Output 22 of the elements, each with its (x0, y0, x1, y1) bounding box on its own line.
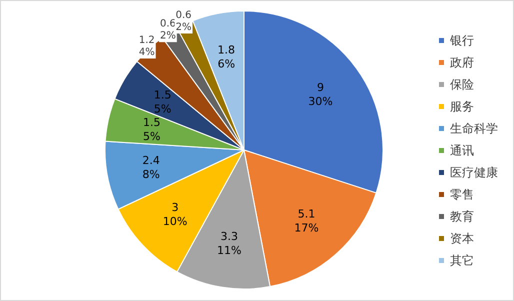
legend-label: 教育 (450, 210, 474, 224)
data-label: 3.3 11% (216, 230, 242, 257)
data-label: 1.8 6% (218, 44, 236, 71)
data-label: 2.4 8% (142, 154, 160, 182)
legend-label: 医疗健康 (450, 166, 498, 180)
legend-label: 保险 (450, 78, 474, 92)
legend-label: 生命科学 (450, 122, 498, 136)
data-label: 1.2 4% (138, 34, 155, 58)
data-label: 1.5 5% (154, 88, 172, 116)
data-label: 1.5 5% (143, 116, 161, 143)
legend-label: 资本 (450, 232, 474, 246)
data-label: 3 10% (162, 201, 188, 228)
data-label: 0.6 2% (160, 18, 176, 42)
legend-label: 其它 (450, 254, 474, 268)
legend-label: 政府 (450, 56, 474, 70)
data-label: 9 30% (308, 80, 333, 108)
legend-label: 通讯 (450, 144, 474, 158)
data-label: 0.6 2% (176, 10, 192, 34)
legend-label: 零售 (450, 188, 474, 202)
legend-label: 银行 (449, 34, 474, 48)
data-label: 5.1 17% (294, 207, 319, 234)
legend-label: 服务 (450, 100, 474, 114)
